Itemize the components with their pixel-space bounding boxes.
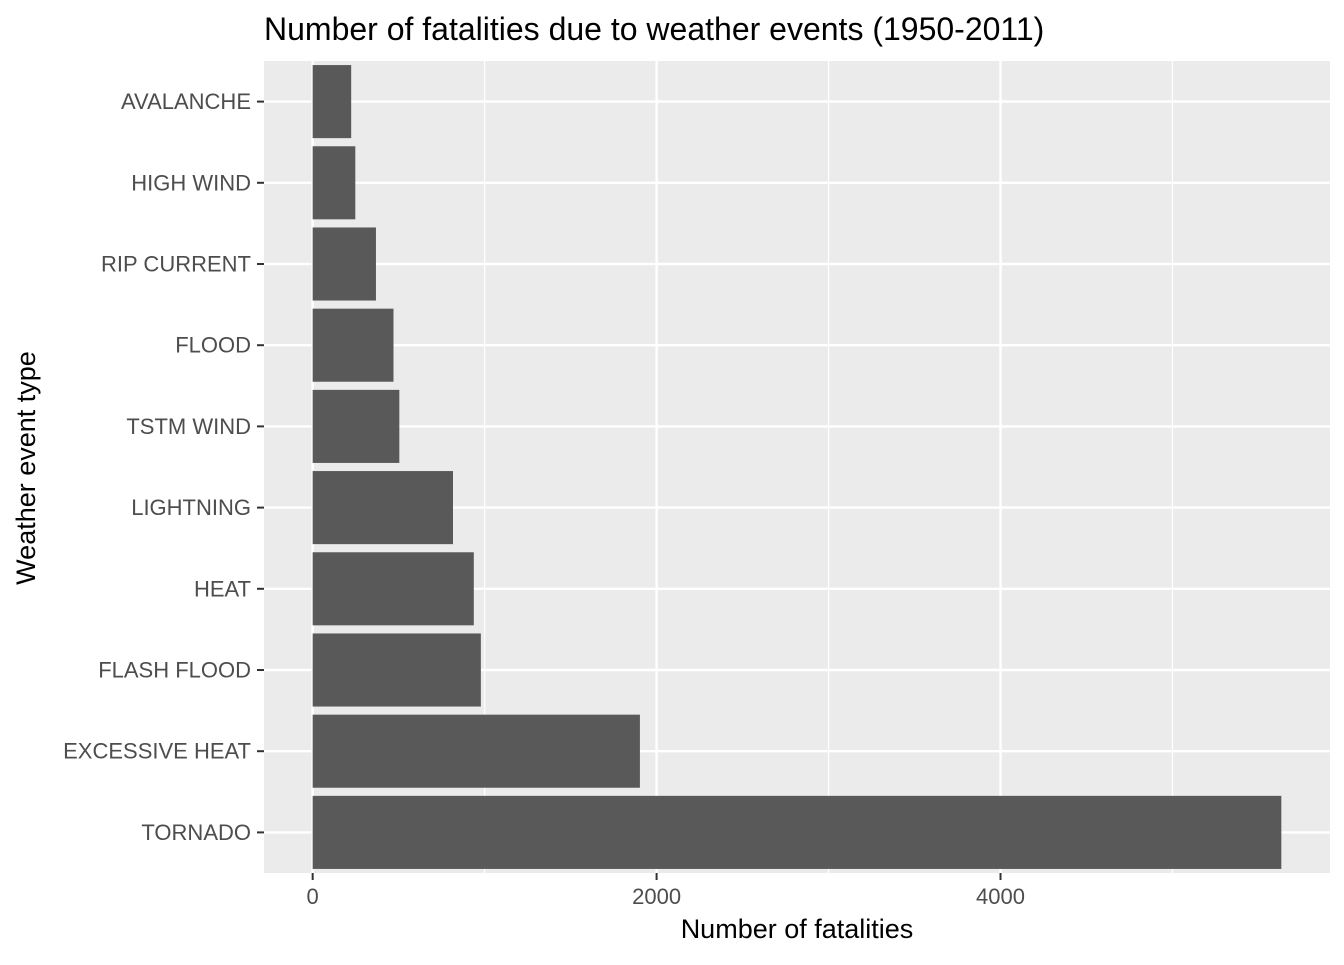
y-axis-title: Weather event type [11, 351, 41, 585]
y-tick-label: HIGH WIND [131, 170, 251, 195]
y-tick-label: HEAT [194, 576, 251, 601]
chart-title: Number of fatalities due to weather even… [264, 11, 1044, 47]
x-tick-label: 4000 [976, 884, 1025, 909]
y-tick-label: TSTM WIND [126, 414, 251, 439]
bars-group [312, 65, 1282, 869]
y-tick-label: FLOOD [175, 333, 251, 358]
y-tick-label: EXCESSIVE HEAT [63, 739, 251, 764]
y-tick-label: LIGHTNING [131, 495, 251, 520]
y-tick-label: RIP CURRENT [101, 252, 251, 277]
y-axis: TORNADO EXCESSIVE HEAT FLASH FLOOD HEAT LIGH… [63, 89, 264, 845]
y-tick-label: FLASH FLOOD [98, 658, 251, 683]
y-tick-label: AVALANCHE [121, 89, 251, 114]
bar-lightning [312, 471, 453, 545]
bar-flood [312, 308, 394, 382]
bar-rip-current [312, 227, 376, 301]
x-axis: 0 2000 4000 [307, 873, 1025, 909]
x-tick-label: 2000 [632, 884, 681, 909]
bar-tstm-wind [312, 389, 400, 463]
x-tick-label: 0 [307, 884, 319, 909]
x-axis-title: Number of fatalities [681, 914, 914, 944]
bar-tornado [312, 795, 1282, 869]
bar-flash-flood [312, 633, 481, 707]
bar-excessive-heat [312, 714, 640, 788]
y-tick-label: TORNADO [141, 820, 251, 845]
bar-avalanche [312, 65, 352, 139]
bar-high-wind [312, 146, 356, 220]
bar-heat [312, 552, 474, 626]
